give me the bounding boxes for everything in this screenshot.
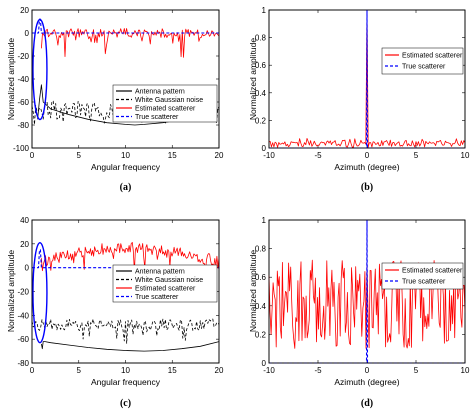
series-a-estimated-scatterer [41, 28, 220, 58]
y-tick-label-a-3: -40 [17, 75, 29, 84]
legend-a: Antenna pattern White Gaussian noise Est… [112, 84, 218, 123]
plot-area-a [31, 9, 220, 149]
plot-area-d [268, 219, 466, 364]
legend-box-b [381, 47, 464, 75]
y-axis-label-b: Normalized amplitude [248, 38, 258, 120]
y-tick-label-c-5: 20 [20, 240, 29, 249]
y-tick-label-a-6: 20 [20, 6, 29, 15]
legend-label-b-0: Estimated scatterer [402, 53, 463, 60]
x-tick-label-c-0: 0 [30, 366, 35, 375]
x-tick-label-b-1: -5 [314, 151, 322, 160]
legend-box-d [381, 262, 464, 290]
y-tick-label-c-0: -80 [17, 359, 29, 368]
x-tick-label-a-2: 10 [121, 151, 130, 160]
chart-c: Normalized amplitude Angular frequency (… [6, 216, 224, 409]
y-tick-label-a-0: -100 [13, 144, 30, 153]
x-tick-label-c-4: 20 [215, 366, 224, 375]
highlight-ellipse-c [32, 241, 48, 344]
x-tick-label-d-2: 0 [365, 366, 370, 375]
x-tick-label-a-1: 5 [77, 151, 82, 160]
series-c-true-scatterer [32, 249, 219, 269]
series-c-estimated-scatterer [41, 241, 220, 272]
y-tick-label-b-4: 0.8 [255, 34, 267, 43]
panel-label-c: (c) [120, 398, 131, 409]
x-tick-label-a-3: 15 [168, 151, 177, 160]
plot-area-b [268, 9, 466, 149]
legend-d: Estimated scatterer True scatterer [381, 262, 464, 290]
chart-a: Normalized amplitude Angular frequency (… [6, 6, 224, 193]
y-tick-label-b-3: 0.6 [255, 61, 267, 70]
chart-b: Normalized amplitude Azimuth (degree) (b… [248, 6, 470, 193]
y-axis-label-c: Normalized amplitude [6, 250, 16, 332]
y-tick-label-d-1: 0.2 [255, 330, 267, 339]
x-tick-label-d-0: -10 [263, 366, 275, 375]
y-tick-label-a-2: -60 [17, 98, 29, 107]
legend-label-a-1: White Gaussian noise [135, 97, 203, 104]
legend-label-d-1: True scatterer [402, 279, 446, 286]
legend-label-b-1: True scatterer [402, 64, 446, 71]
x-tick-label-b-2: 0 [365, 151, 370, 160]
x-axis-label-b: Azimuth (degree) [334, 162, 399, 172]
x-axis-label-d: Azimuth (degree) [334, 377, 399, 387]
x-tick-label-b-3: 5 [414, 151, 419, 160]
x-tick-label-a-0: 0 [30, 151, 35, 160]
x-tick-label-d-4: 10 [461, 366, 470, 375]
chart-d: Normalized amplitude Azimuth (degree) (d… [248, 216, 470, 409]
y-tick-label-d-3: 0.6 [255, 273, 267, 282]
x-tick-label-b-4: 10 [461, 151, 470, 160]
legend-c: Antenna pattern White Gaussian noise Est… [112, 264, 218, 303]
y-tick-label-a-5: 0 [25, 29, 30, 38]
y-tick-label-b-5: 1 [262, 6, 267, 15]
y-tick-label-c-2: -40 [17, 311, 29, 320]
x-tick-label-a-4: 20 [215, 151, 224, 160]
x-tick-label-c-2: 10 [121, 366, 130, 375]
panel-label-d: (d) [361, 398, 373, 409]
highlight-ellipse-a [32, 18, 48, 121]
panel-label-b: (b) [361, 182, 373, 193]
y-tick-label-d-5: 1 [262, 216, 267, 225]
y-tick-label-c-1: -60 [17, 335, 29, 344]
x-tick-label-c-3: 15 [168, 366, 177, 375]
panel-label-a: (a) [120, 182, 132, 193]
x-tick-label-b-0: -10 [263, 151, 275, 160]
legend-label-c-0: Antenna pattern [135, 269, 185, 276]
y-tick-label-a-1: -80 [17, 121, 29, 130]
y-tick-label-b-1: 0.2 [255, 116, 267, 125]
series-c-white-gaussian-noise [31, 318, 220, 344]
legend-label-a-3: True scatterer [135, 114, 179, 121]
legend-label-c-3: True scatterer [135, 294, 179, 301]
y-tick-label-a-4: -20 [17, 52, 29, 61]
y-tick-label-c-6: 40 [20, 216, 29, 225]
legend-label-a-0: Antenna pattern [135, 89, 185, 96]
legend-label-c-2: Estimated scatterer [135, 286, 196, 293]
legend-label-d-0: Estimated scatterer [402, 268, 463, 275]
x-tick-label-c-1: 5 [77, 366, 82, 375]
series-c-antenna-pattern [41, 341, 220, 352]
x-tick-label-d-3: 5 [414, 366, 419, 375]
y-tick-label-b-0: 0 [262, 144, 267, 153]
y-tick-label-c-3: -20 [17, 288, 29, 297]
legend-label-a-2: Estimated scatterer [135, 106, 196, 113]
legend-b: Estimated scatterer True scatterer [381, 47, 464, 75]
y-axis-label-d: Normalized amplitude [248, 250, 258, 332]
legend-label-c-1: White Gaussian noise [135, 277, 203, 284]
y-tick-label-d-4: 0.8 [255, 245, 267, 254]
x-axis-label-c: Angular frequency [91, 377, 161, 387]
y-tick-label-d-2: 0.4 [255, 302, 267, 311]
x-tick-label-d-1: -5 [314, 366, 322, 375]
y-tick-label-c-4: 0 [25, 264, 30, 273]
plot-area-c [31, 219, 220, 364]
y-tick-label-d-0: 0 [262, 359, 267, 368]
x-axis-label-a: Angular frequency [91, 162, 161, 172]
y-tick-label-b-2: 0.4 [255, 89, 267, 98]
y-axis-label-a: Normalized amplitude [6, 38, 16, 120]
